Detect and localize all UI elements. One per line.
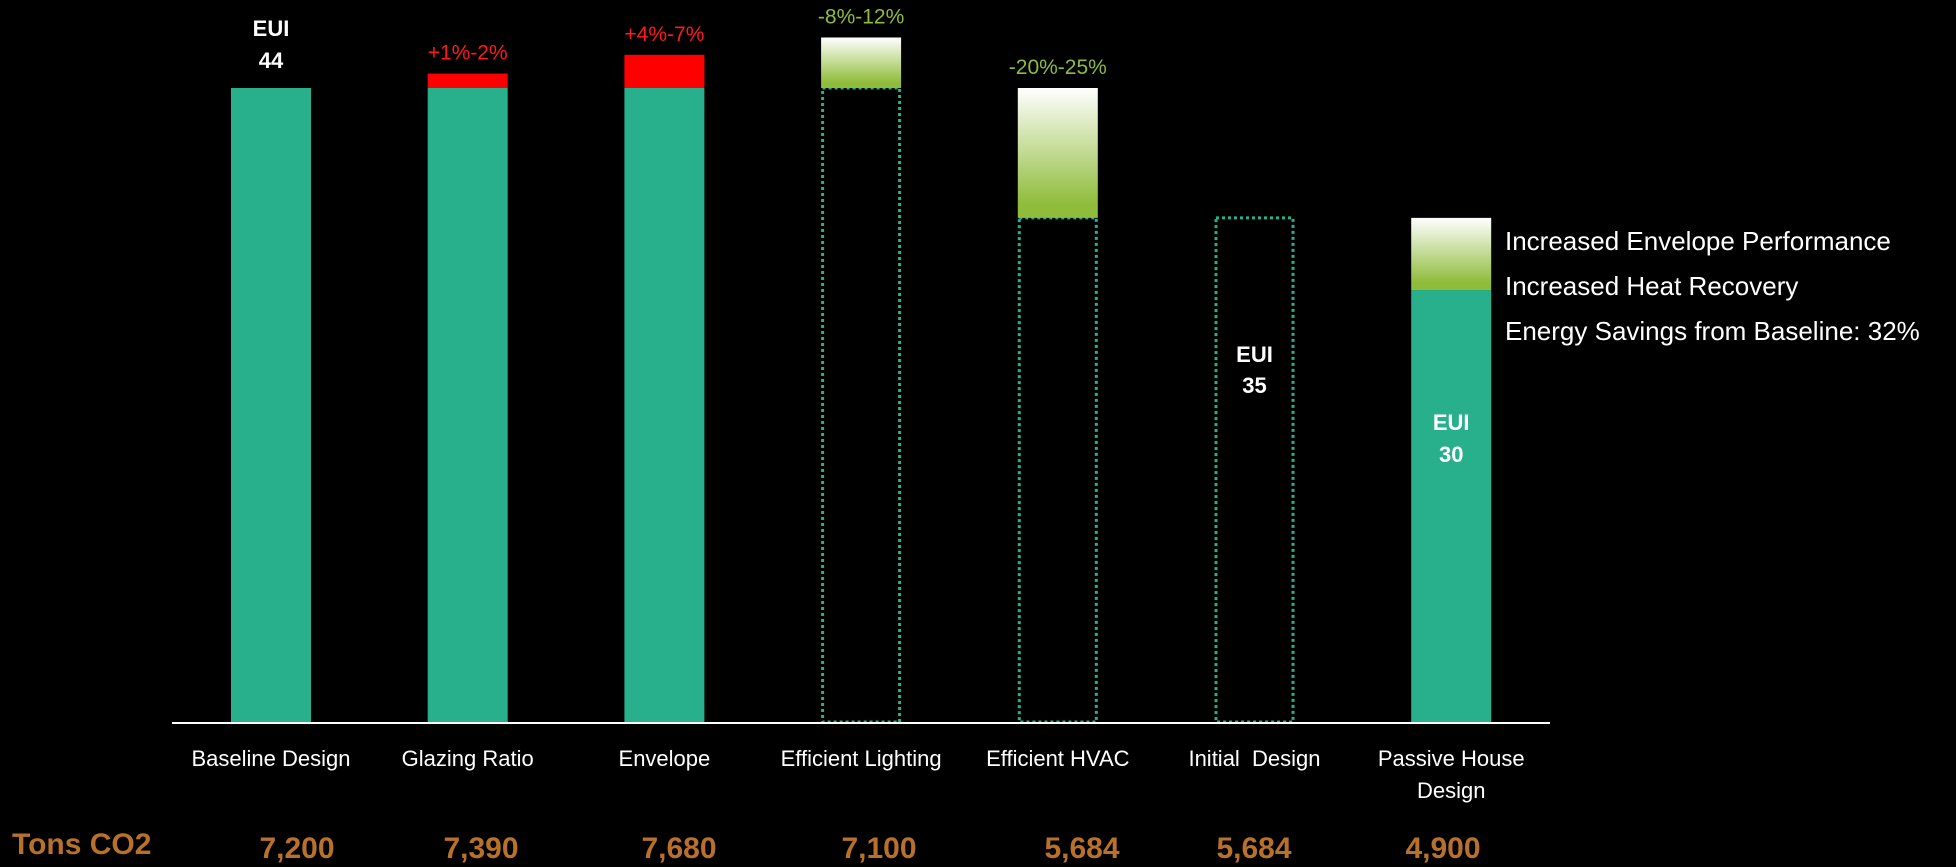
change-segment-passive-house-design — [1411, 217, 1492, 291]
co2-value-glazing-ratio: 7,390 — [443, 832, 519, 865]
category-label-efficient-hvac: Efficient HVAC — [986, 746, 1130, 771]
change-label-glazing-ratio: +1%-2% — [428, 42, 508, 65]
eui-title-baseline-design: EUI — [253, 16, 290, 41]
bar-passive-house-design — [1411, 290, 1492, 723]
bar-envelope — [624, 88, 705, 723]
change-label-envelope: +4%-7% — [624, 23, 704, 46]
change-segment-efficient-hvac — [1017, 88, 1098, 218]
change-segment-envelope — [624, 54, 705, 88]
eui-title-passive-house-design: EUI — [1433, 410, 1470, 435]
co2-value-baseline-design: 7,200 — [259, 832, 335, 865]
outline-bar-efficient-lighting — [821, 86, 902, 724]
eui-title-initial-design: EUI — [1236, 342, 1273, 367]
note-heat-recovery: Increased Heat Recovery — [1505, 271, 1799, 301]
bar-baseline-design — [231, 88, 311, 723]
outline-bar-initial-design — [1214, 216, 1295, 724]
change-segment-glazing-ratio — [427, 73, 508, 88]
category-label-efficient-lighting: Efficient Lighting — [781, 746, 942, 771]
change-segment-efficient-lighting — [821, 37, 902, 88]
category-label-envelope: Envelope — [619, 746, 711, 771]
co2-value-passive-house-design: 4,900 — [1405, 832, 1481, 865]
category-label-baseline-design: Baseline Design — [192, 746, 351, 771]
eui-value-baseline-design: 44 — [259, 48, 284, 73]
eui-value-initial-design: 35 — [1242, 373, 1266, 398]
category-label-passive-house-design: Passive House Design — [1378, 746, 1525, 803]
co2-value-efficient-hvac: 5,684 — [1044, 832, 1120, 865]
co2-value-efficient-lighting: 7,100 — [841, 832, 917, 865]
co2-row-label: Tons CO2 — [12, 828, 152, 861]
change-label-efficient-hvac: -20%-25% — [1009, 56, 1107, 79]
note-envelope-performance: Increased Envelope Performance — [1505, 226, 1891, 256]
note-energy-savings: Energy Savings from Baseline: 32% — [1505, 316, 1920, 346]
co2-value-envelope: 7,680 — [641, 832, 717, 865]
co2-value-initial-design: 5,684 — [1216, 832, 1292, 865]
category-label-initial-design: Initial Design — [1188, 746, 1320, 771]
category-label-glazing-ratio: Glazing Ratio — [402, 746, 534, 771]
outline-bar-efficient-hvac — [1017, 216, 1098, 724]
bar-glazing-ratio — [427, 88, 508, 723]
change-label-efficient-lighting: -8%-12% — [818, 5, 904, 28]
eui-value-passive-house-design: 30 — [1439, 442, 1463, 467]
